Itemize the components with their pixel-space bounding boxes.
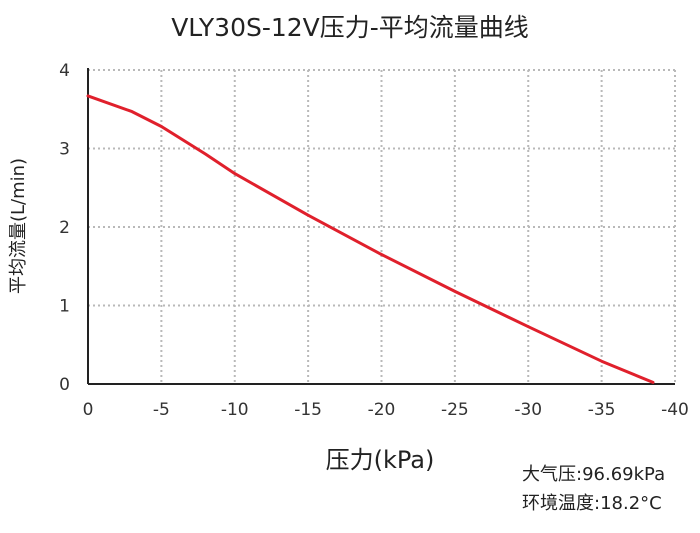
y-axis-label: 平均流量(L/min): [8, 158, 29, 294]
x-tick-labels: 0 -5 -10 -15 -20 -25 -30 -35 -40: [83, 400, 689, 420]
x-axis-label: 压力(kPa): [325, 446, 435, 474]
x-tick-label: -5: [153, 400, 170, 420]
series-line: [86, 94, 655, 384]
grid: [88, 69, 676, 384]
y-tick-label: 3: [59, 140, 70, 160]
x-tick-label: -30: [514, 400, 542, 420]
y-tick-label: 2: [59, 218, 70, 238]
chart-title: VLY30S-12V压力-平均流量曲线: [171, 13, 529, 42]
atmospheric-pressure-note: 大气压:96.69kPa: [522, 464, 666, 485]
x-tick-label: -40: [661, 400, 689, 420]
x-tick-label: -35: [588, 400, 616, 420]
y-tick-label: 4: [59, 61, 70, 81]
x-tick-label: -15: [294, 400, 322, 420]
x-tick-label: -20: [368, 400, 396, 420]
series-layer: [86, 94, 655, 384]
x-tick-label: -25: [441, 400, 469, 420]
y-tick-labels: 0 1 2 3 4: [59, 61, 70, 395]
x-tick-label: 0: [83, 400, 94, 420]
x-tick-label: -10: [221, 400, 249, 420]
y-tick-label: 0: [59, 375, 70, 395]
ambient-temperature-note: 环境温度:18.2°C: [522, 493, 662, 514]
y-tick-label: 1: [59, 297, 70, 317]
axes: [87, 68, 675, 385]
